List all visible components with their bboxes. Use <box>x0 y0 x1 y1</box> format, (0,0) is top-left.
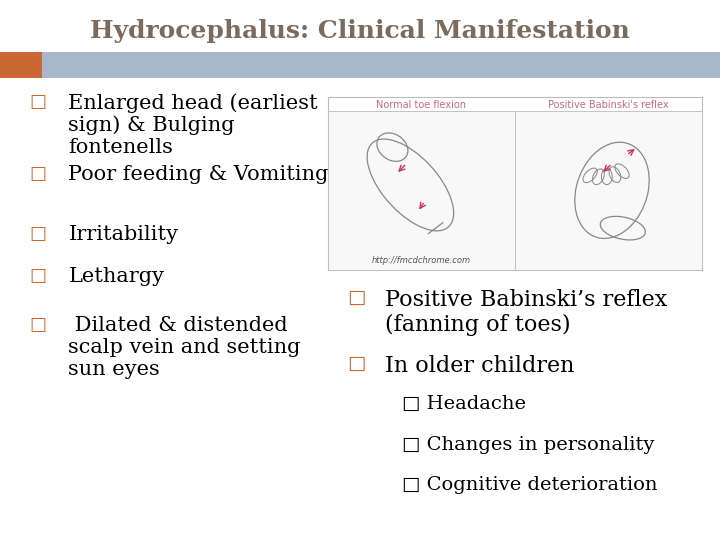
Text: http://fmcdchrome.com: http://fmcdchrome.com <box>372 255 471 265</box>
FancyBboxPatch shape <box>0 52 720 78</box>
FancyBboxPatch shape <box>0 52 42 78</box>
FancyBboxPatch shape <box>328 111 515 270</box>
Text: Irritability: Irritability <box>68 225 179 244</box>
Text: □: □ <box>29 316 46 334</box>
Text: In older children: In older children <box>385 355 575 377</box>
Text: □ Cognitive deterioration: □ Cognitive deterioration <box>402 476 657 494</box>
Text: Dilated & distended
scalp vein and setting
sun eyes: Dilated & distended scalp vein and setti… <box>68 316 301 379</box>
Text: Positive Babinski's reflex: Positive Babinski's reflex <box>548 100 669 110</box>
Text: □ Changes in personality: □ Changes in personality <box>402 436 654 454</box>
Text: Enlarged head (earliest
sign) & Bulging
fontenells: Enlarged head (earliest sign) & Bulging … <box>68 93 318 157</box>
Text: Poor feeding & Vomiting: Poor feeding & Vomiting <box>68 165 329 184</box>
FancyBboxPatch shape <box>515 111 702 270</box>
Text: □ Headache: □ Headache <box>402 395 526 413</box>
Text: Normal toe flexion: Normal toe flexion <box>376 100 467 110</box>
Text: □: □ <box>29 225 46 243</box>
Text: Positive Babinski’s reflex
(fanning of toes): Positive Babinski’s reflex (fanning of t… <box>385 289 667 336</box>
FancyBboxPatch shape <box>328 97 702 270</box>
Text: Lethargy: Lethargy <box>68 267 164 286</box>
Text: □: □ <box>347 289 366 307</box>
Text: Hydrocephalus: Clinical Manifestation: Hydrocephalus: Clinical Manifestation <box>90 19 630 43</box>
Text: □: □ <box>29 165 46 183</box>
Text: □: □ <box>29 93 46 111</box>
Text: □: □ <box>347 355 366 373</box>
Text: □: □ <box>29 267 46 285</box>
